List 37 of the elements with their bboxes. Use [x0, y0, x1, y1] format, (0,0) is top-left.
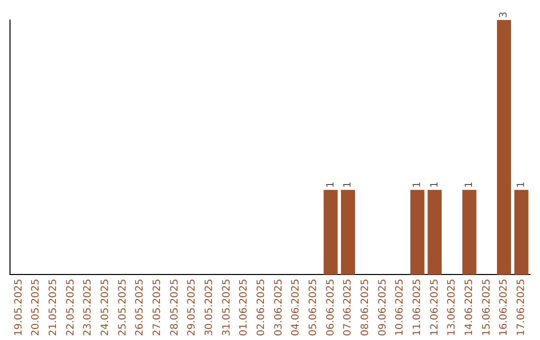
- x-tick-label: 16.06.2025: [498, 278, 510, 336]
- x-tick-label: 31.05.2025: [221, 278, 232, 336]
- x-tick-label: 11.06.2025: [412, 278, 423, 336]
- data-label: 1: [342, 181, 354, 188]
- data-label: 1: [412, 181, 423, 188]
- x-tick-label: 06.06.2025: [325, 278, 336, 336]
- x-tick-label: 23.05.2025: [82, 278, 94, 336]
- x-tick-label: 01.06.2025: [238, 278, 250, 336]
- data-label: 1: [429, 181, 440, 188]
- data-label: 3: [498, 12, 510, 18]
- x-tick-label: 28.05.2025: [169, 278, 180, 336]
- x-tick-label: 09.06.2025: [377, 278, 388, 336]
- x-tick-label: 02.06.2025: [256, 278, 267, 336]
- x-tick-label: 17.06.2025: [516, 278, 527, 336]
- x-tick-label: 15.06.2025: [481, 278, 492, 336]
- x-tick-label: 21.05.2025: [48, 278, 59, 336]
- data-label: 1: [516, 181, 527, 188]
- x-tick-label: 24.05.2025: [100, 278, 111, 336]
- x-tick-label: 30.05.2025: [204, 278, 215, 336]
- x-tick-label: 20.05.2025: [30, 278, 42, 336]
- x-tick-label: 25.05.2025: [117, 278, 128, 336]
- x-tick-label: 08.06.2025: [360, 278, 371, 336]
- x-tick-label: 14.06.2025: [464, 278, 475, 336]
- x-tick-label: 05.06.2025: [308, 278, 319, 336]
- x-tick-label: 22.05.2025: [65, 278, 76, 336]
- x-tick-label: 27.05.2025: [152, 278, 163, 336]
- x-tick-label: 04.06.2025: [290, 278, 302, 336]
- data-label: 1: [325, 181, 336, 188]
- x-tick-label: 29.05.2025: [186, 278, 198, 336]
- x-tick-label: 26.05.2025: [134, 278, 146, 336]
- x-tick-label: 10.06.2025: [394, 278, 406, 336]
- x-tick-label: 19.05.2025: [13, 278, 24, 336]
- x-tick-label: 12.06.2025: [429, 278, 440, 336]
- x-tick-label: 03.06.2025: [273, 278, 284, 336]
- x-tick-label: 13.06.2025: [446, 278, 458, 336]
- data-label: 1: [464, 181, 475, 188]
- x-tick-label: 07.06.2025: [342, 278, 354, 336]
